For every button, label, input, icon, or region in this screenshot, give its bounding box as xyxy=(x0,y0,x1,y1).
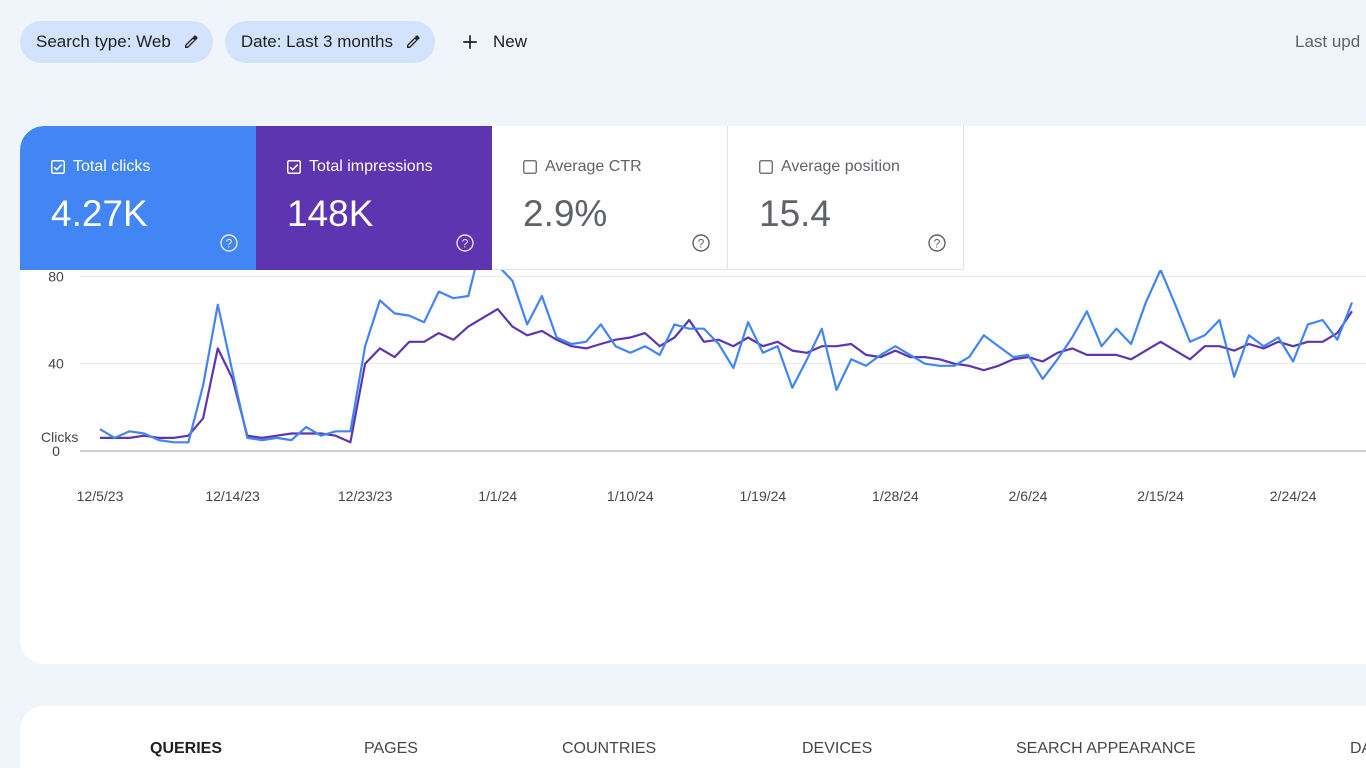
series-line-clicks xyxy=(99,270,1354,444)
pencil-icon xyxy=(184,35,198,48)
help-icon[interactable]: ? xyxy=(691,233,711,253)
help-icon[interactable]: ? xyxy=(927,233,947,253)
new-label: New xyxy=(492,32,527,51)
tab-queries[interactable]: QUERIES xyxy=(150,740,223,757)
y-tick-label: 40 xyxy=(48,356,64,372)
y-axis-label: Clicks xyxy=(41,429,78,445)
metric-label: Average position xyxy=(781,158,900,175)
y-tick-label: 80 xyxy=(48,270,64,284)
tab-pages[interactable]: PAGES xyxy=(364,740,418,757)
tab-countries[interactable]: COUNTRIES xyxy=(562,740,657,757)
x-tick-label: 2/6/24 xyxy=(1009,488,1048,504)
filter-bar: Search type: Web Date: Last 3 months New xyxy=(20,21,527,63)
dimension-tabs: QUERIES PAGES COUNTRIES DEVICES SEARCH A… xyxy=(20,706,1366,768)
help-icon[interactable]: ? xyxy=(219,233,239,253)
search-type-label: Search type: Web xyxy=(36,32,171,51)
tab-devices[interactable]: DEVICES xyxy=(802,740,873,757)
new-filter-button[interactable]: New xyxy=(461,32,527,52)
performance-card: Total clicks 4.27K ? Total impressions 1… xyxy=(20,126,1366,664)
svg-text:?: ? xyxy=(226,236,233,250)
clicks-chart[interactable]: Clicks0408012012/5/2312/14/2312/23/231/1… xyxy=(20,270,1366,664)
x-tick-label: 12/5/23 xyxy=(77,488,124,504)
x-tick-label: 1/10/24 xyxy=(607,488,654,504)
search-type-chip[interactable]: Search type: Web xyxy=(20,21,213,63)
metric-value: 15.4 xyxy=(759,193,832,234)
x-tick-label: 12/14/23 xyxy=(205,488,260,504)
metric-label: Total impressions xyxy=(309,158,433,175)
x-tick-label: 1/1/24 xyxy=(478,488,517,504)
date-label: Date: Last 3 months xyxy=(240,32,393,51)
checkbox-unchecked-icon[interactable] xyxy=(759,160,773,174)
metric-total-clicks[interactable]: Total clicks 4.27K ? xyxy=(20,126,256,270)
tab-search-appearance[interactable]: SEARCH APPEARANCE xyxy=(1016,740,1196,757)
metric-label: Average CTR xyxy=(545,158,642,175)
metric-average-ctr[interactable]: Average CTR 2.9% ? xyxy=(492,126,728,270)
pencil-icon xyxy=(406,35,420,48)
x-tick-label: 1/19/24 xyxy=(739,488,786,504)
metric-label: Total clicks xyxy=(73,158,151,175)
series-line-impressions xyxy=(100,308,1353,444)
svg-text:?: ? xyxy=(698,236,705,250)
metric-value: 2.9% xyxy=(523,193,608,234)
checkbox-checked-icon[interactable] xyxy=(287,160,301,174)
x-tick-label: 2/24/24 xyxy=(1270,488,1317,504)
metric-average-position[interactable]: Average position 15.4 ? xyxy=(728,126,964,270)
metric-value: 148K xyxy=(287,193,374,234)
checkbox-unchecked-icon[interactable] xyxy=(523,160,537,174)
date-chip[interactable]: Date: Last 3 months xyxy=(224,21,435,63)
checkbox-checked-icon[interactable] xyxy=(51,160,65,174)
help-icon[interactable]: ? xyxy=(455,233,475,253)
y-tick-label: 0 xyxy=(52,443,60,459)
x-tick-label: 2/15/24 xyxy=(1137,488,1184,504)
x-tick-label: 12/23/23 xyxy=(338,488,393,504)
metric-total-impressions[interactable]: Total impressions 148K ? xyxy=(256,126,492,270)
x-tick-label: 1/28/24 xyxy=(872,488,919,504)
svg-text:?: ? xyxy=(462,236,469,250)
svg-text:?: ? xyxy=(934,236,941,250)
tab-dates[interactable]: DA xyxy=(1350,740,1366,757)
last-updated-text: Last upd xyxy=(1295,32,1361,51)
plus-icon xyxy=(463,35,477,49)
metric-tiles: Total clicks 4.27K ? Total impressions 1… xyxy=(20,126,964,270)
metric-value: 4.27K xyxy=(51,193,148,234)
